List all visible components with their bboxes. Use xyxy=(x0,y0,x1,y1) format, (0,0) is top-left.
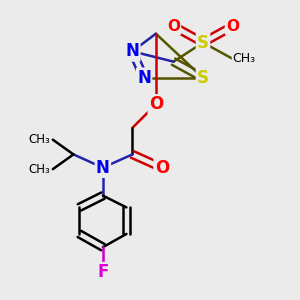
Text: S: S xyxy=(197,69,209,87)
Text: S: S xyxy=(197,34,209,52)
Text: O: O xyxy=(226,19,239,34)
Text: N: N xyxy=(125,42,139,60)
Text: N: N xyxy=(137,69,151,87)
Text: CH₃: CH₃ xyxy=(28,133,50,146)
Text: CH₃: CH₃ xyxy=(232,52,256,65)
Text: O: O xyxy=(167,19,180,34)
Text: O: O xyxy=(149,95,163,113)
Text: CH₃: CH₃ xyxy=(28,163,50,176)
Text: O: O xyxy=(155,159,169,177)
Text: F: F xyxy=(97,263,109,281)
Text: N: N xyxy=(96,159,110,177)
